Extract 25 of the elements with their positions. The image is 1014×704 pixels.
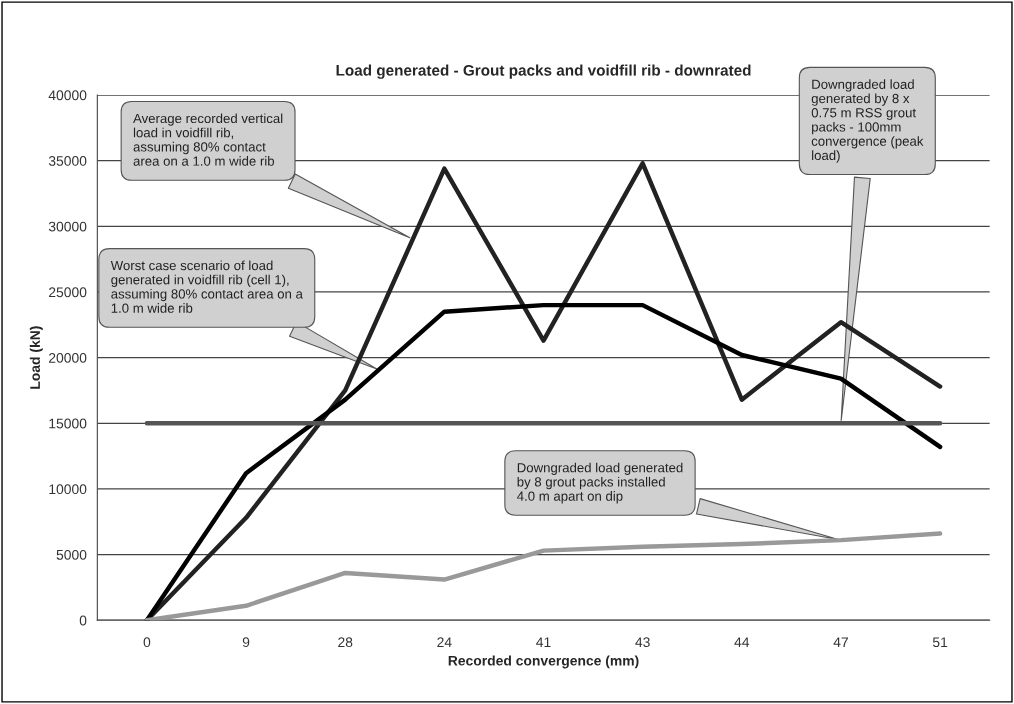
y-tick-label: 10000 (49, 484, 87, 495)
annotation: Worst case scenario of load generated in voidfill rib (cell 1), assuming 80% contact area on a 1.0 m wide rib (110, 260, 303, 313)
y-tick-label: 40000 (48, 90, 87, 101)
x-tick-label: 43 (635, 637, 650, 648)
y-tick-label: 30000 (48, 221, 87, 232)
x-tick-label: 0 (143, 637, 151, 648)
x-axis-title: Recorded convergence (mm) (448, 655, 639, 669)
x-tick-label: 24 (437, 637, 452, 647)
chart-title: Load generated - Grout packs and voidfill rib - downrated (336, 64, 751, 79)
y-tick-label: 5000 (56, 549, 87, 560)
annotation: Downgraded load generated by 8 x 0.75 m RSS grout packs - 100mm convergence (peak load) (811, 79, 924, 163)
y-tick-label: 20000 (49, 352, 87, 363)
y-tick-label: 25000 (49, 287, 87, 298)
x-tick-label: 47 (833, 637, 848, 647)
x-tick-label: 51 (932, 637, 948, 648)
annotation: Downgraded load generated by 8 grout packs installed 4.0 m apart on dip (517, 462, 683, 504)
y-tick-label: 15000 (49, 418, 87, 429)
y-tick-label: 0 (79, 615, 87, 626)
x-tick-label: 44 (734, 637, 750, 647)
x-tick-label: 9 (242, 637, 250, 648)
y-tick-label: 35000 (48, 156, 87, 166)
x-tick-label: 28 (338, 637, 353, 648)
x-tick-label: 41 (536, 637, 551, 647)
annotation: Average recorded vertical load in voidfill rib, assuming 80% contact area on a 1.0 m wide rib (133, 113, 283, 166)
y-axis-title: Load (kN) (29, 326, 43, 389)
